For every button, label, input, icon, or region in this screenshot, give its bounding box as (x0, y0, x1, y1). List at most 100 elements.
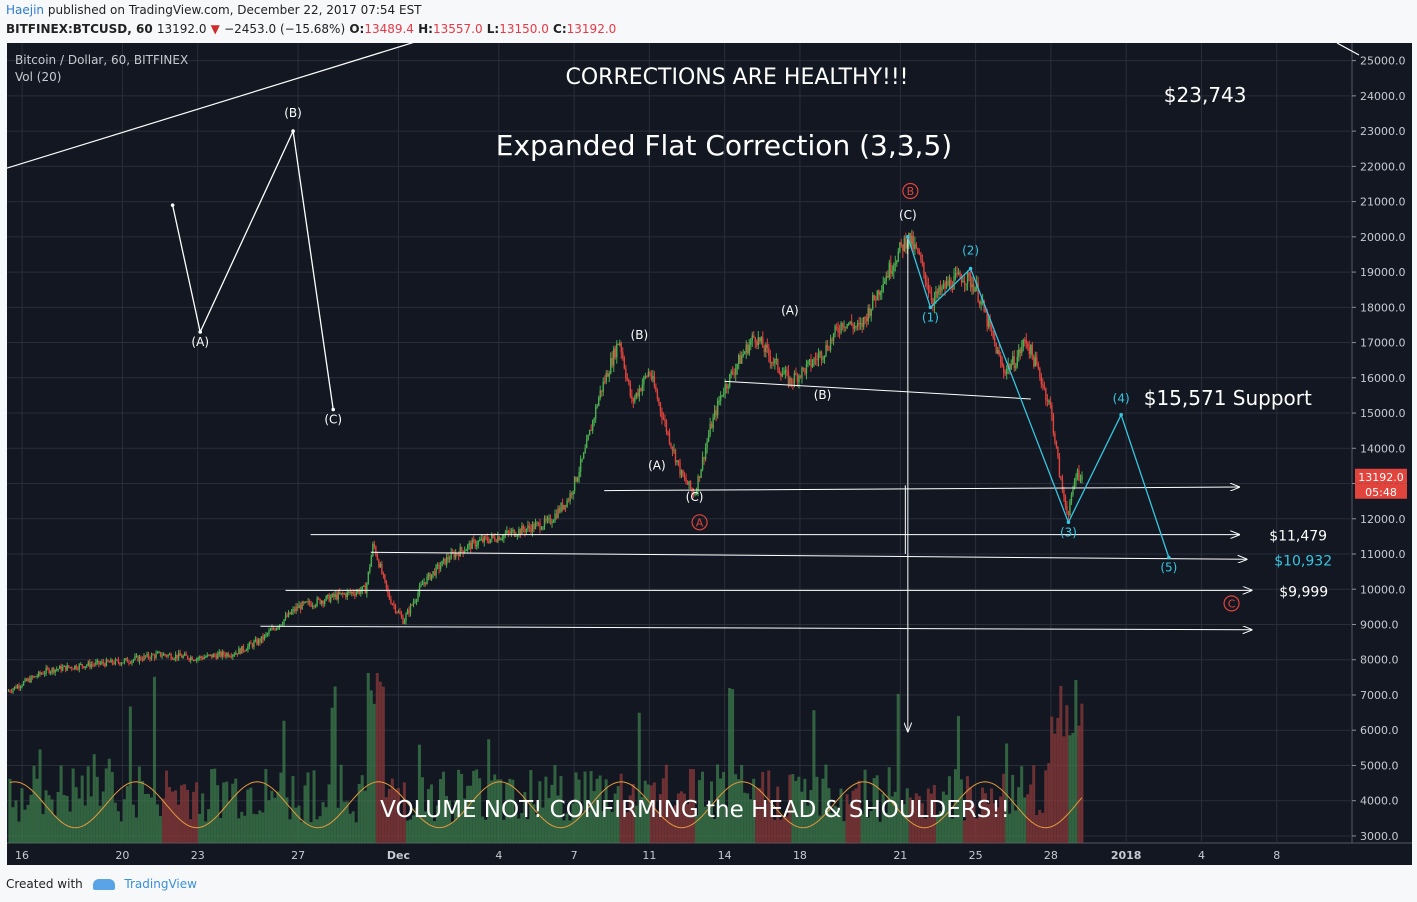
legend-indicator: Vol (20) (15, 70, 61, 84)
volume-bar (110, 772, 114, 843)
volume-bar (204, 821, 208, 843)
candle-body (113, 663, 115, 665)
candle-body (283, 619, 285, 624)
candle-body (117, 659, 120, 663)
candle-body (935, 291, 937, 298)
volume-bar (1071, 732, 1075, 843)
volume-bar (146, 793, 150, 843)
volume-bar (944, 794, 948, 843)
candle-body (33, 676, 35, 678)
candle-body (462, 550, 464, 554)
volume-bar (177, 804, 181, 843)
candle-body (51, 668, 53, 672)
candle-body (869, 307, 871, 316)
volume-bar (140, 780, 144, 843)
candle-body (340, 592, 342, 594)
volume-bar (595, 778, 599, 843)
candle-body (43, 673, 46, 675)
candle-body (337, 592, 339, 600)
candle-body (1070, 494, 1073, 502)
tradingview-link[interactable]: TradingView (124, 877, 197, 891)
volume-bar (996, 807, 1000, 843)
volume-bar (366, 673, 370, 843)
volume-bar (484, 819, 488, 843)
candle-body (54, 669, 56, 673)
volume-bar (646, 784, 650, 843)
volume-bar (535, 815, 539, 843)
candle-body (408, 610, 410, 614)
candle-body (239, 648, 242, 654)
candle-body (957, 272, 960, 274)
volume-bar (589, 771, 593, 843)
candle-body (936, 291, 939, 295)
candle-body (1043, 385, 1046, 389)
candle-body (453, 553, 455, 558)
candle-body (489, 538, 491, 543)
candle-body (96, 660, 99, 663)
candle-body (944, 283, 946, 289)
candle-body (1009, 364, 1011, 370)
candle-body (36, 676, 38, 678)
candle-body (245, 650, 248, 652)
candle-body (1003, 366, 1005, 373)
candle-body (1027, 343, 1029, 348)
candle-body (188, 658, 190, 661)
candle-body (320, 601, 323, 604)
y-tick-label: 12000.0 (1360, 513, 1406, 526)
candle-body (995, 342, 997, 354)
candle-body (509, 532, 511, 534)
example-wave-point (198, 330, 203, 334)
candle-body (271, 627, 273, 631)
candle-body (653, 376, 656, 387)
candle-body (635, 392, 638, 398)
candle-body (713, 410, 716, 418)
volume-bar (1002, 773, 1006, 843)
candle-body (757, 337, 759, 346)
candle-body (457, 554, 460, 557)
candle-body (1031, 344, 1034, 356)
candle-body (46, 667, 49, 669)
volume-bar (1080, 703, 1084, 843)
candle-body (18, 685, 20, 688)
candle-body (759, 337, 761, 342)
candle-body (986, 312, 988, 327)
example-wave-label: (B) (284, 106, 302, 120)
chart-title: CORRECTIONS ARE HEALTHY!!! (566, 65, 909, 90)
x-tick-label: Dec (387, 849, 410, 862)
candle-body (959, 272, 961, 278)
candle-body (775, 358, 778, 360)
volume-bar (848, 804, 852, 843)
volume-bar (637, 712, 641, 843)
candle-body (345, 593, 347, 597)
volume-bar (213, 768, 217, 843)
volume-bar (505, 783, 509, 843)
volume-bar (342, 801, 346, 843)
volume-bar (454, 800, 458, 843)
volume-bar (390, 778, 394, 843)
x-tick-label: 2018 (1111, 849, 1142, 862)
candle-body (9, 690, 11, 692)
volume-bar (800, 791, 804, 843)
candle-body (351, 591, 353, 593)
candle-body (983, 300, 985, 312)
candle-body (471, 539, 473, 549)
candle-body (143, 655, 145, 661)
author-link[interactable]: Haejin (6, 3, 45, 17)
candle-body (417, 593, 419, 600)
candle-body (16, 685, 19, 689)
candle-body (200, 656, 202, 658)
candle-body (180, 655, 183, 658)
candle-body (864, 317, 866, 319)
volume-bar (89, 796, 93, 843)
candle-body (662, 418, 665, 420)
candle-body (1058, 456, 1061, 477)
price-chart[interactable]: 3000.0 4000.0 5000.0 6000.0 7000.0 8000.0 9000… (7, 43, 1412, 865)
candle-body (152, 654, 154, 656)
candle-body (572, 490, 574, 495)
candle-body (137, 655, 139, 662)
x-tick-label: 16 (15, 849, 29, 862)
volume-bar (282, 720, 286, 843)
volume-bar (893, 791, 897, 843)
candle-body (563, 504, 565, 510)
volume-bar (56, 791, 60, 843)
